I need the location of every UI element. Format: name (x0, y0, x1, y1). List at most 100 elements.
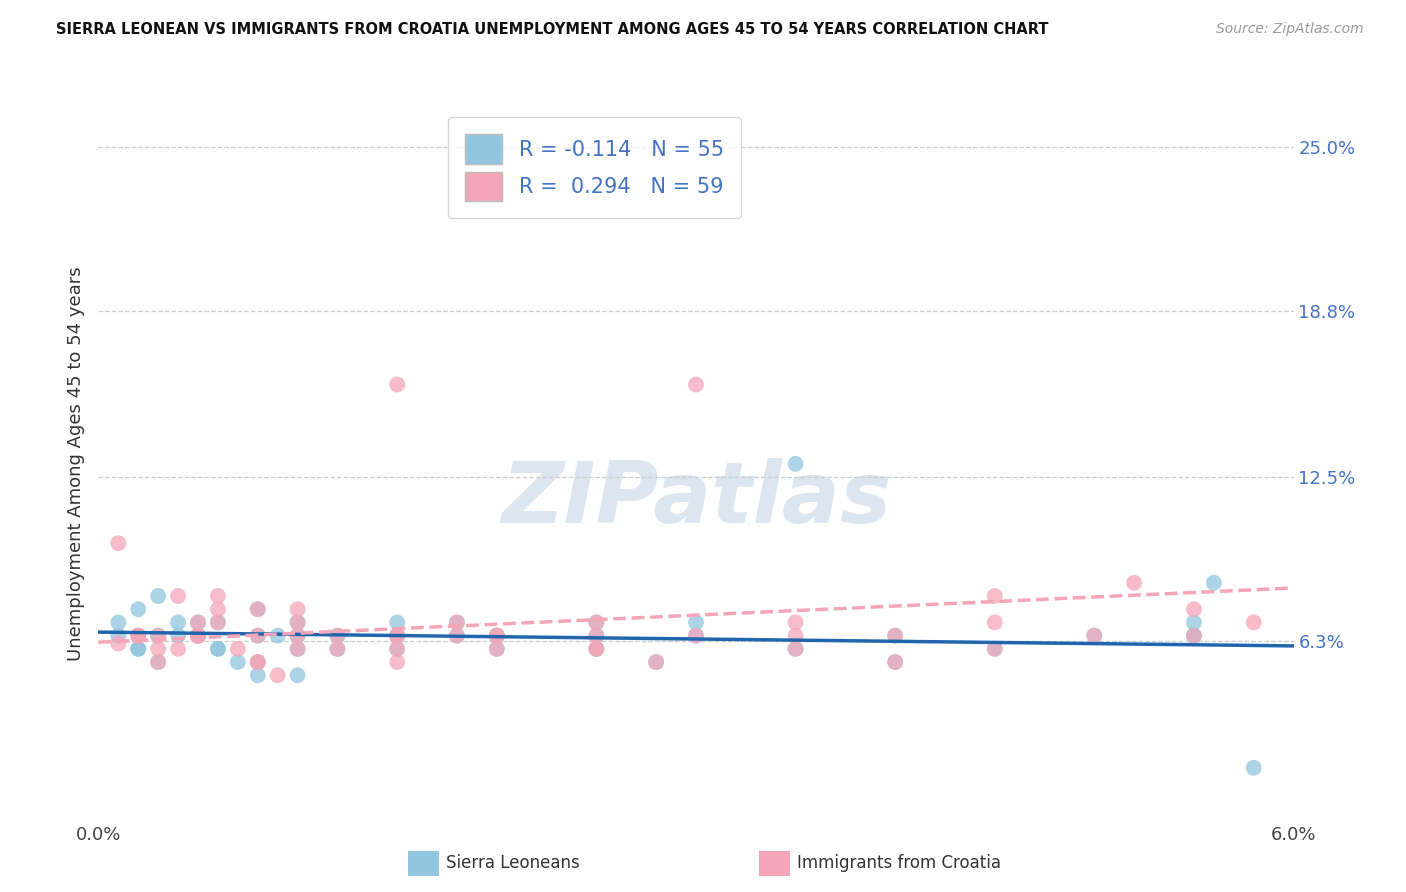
Point (785, 629, 807, 643)
Point (685, 377, 707, 392)
Point (1083, 629, 1105, 643)
Point (485, 641, 508, 656)
Point (485, 629, 508, 643)
Point (246, 655, 269, 669)
Point (287, 668, 309, 682)
Point (148, 589, 170, 603)
Point (485, 629, 508, 643)
Point (1123, 575, 1146, 590)
Point (246, 655, 269, 669)
Point (385, 629, 409, 643)
Point (385, 655, 409, 669)
Point (785, 457, 807, 471)
Point (167, 615, 190, 630)
Point (107, 615, 129, 630)
Point (207, 589, 229, 603)
Point (785, 615, 807, 630)
Point (385, 641, 409, 656)
Point (187, 629, 209, 643)
Point (148, 629, 170, 643)
Point (446, 615, 468, 630)
Point (207, 615, 229, 630)
Point (645, 655, 668, 669)
Point (785, 641, 807, 656)
Point (1182, 615, 1205, 630)
Point (585, 641, 607, 656)
Point (645, 655, 668, 669)
Point (585, 641, 607, 656)
Point (326, 641, 349, 656)
Point (107, 536, 129, 550)
Point (385, 629, 409, 643)
Point (148, 641, 170, 656)
Point (884, 629, 907, 643)
Point (287, 641, 309, 656)
Point (385, 377, 409, 392)
Point (685, 615, 707, 630)
Point (127, 629, 149, 643)
Point (385, 641, 409, 656)
Point (884, 629, 907, 643)
Point (287, 615, 309, 630)
Point (1182, 629, 1205, 643)
Point (585, 615, 607, 630)
Point (226, 655, 249, 669)
Point (485, 629, 508, 643)
Point (385, 629, 409, 643)
Point (127, 629, 149, 643)
Text: Source: ZipAtlas.com: Source: ZipAtlas.com (1216, 22, 1364, 37)
Point (187, 629, 209, 643)
Point (167, 589, 190, 603)
Legend: R = -0.114   N = 55, R =  0.294   N = 59: R = -0.114 N = 55, R = 0.294 N = 59 (449, 118, 741, 218)
Point (287, 629, 309, 643)
Point (207, 615, 229, 630)
Point (148, 629, 170, 643)
Point (226, 641, 249, 656)
Point (287, 641, 309, 656)
Point (983, 641, 1005, 656)
Point (585, 629, 607, 643)
Point (983, 615, 1005, 630)
Point (167, 629, 190, 643)
Point (446, 615, 468, 630)
Text: Sierra Leoneans: Sierra Leoneans (446, 855, 579, 872)
Point (1202, 575, 1225, 590)
Point (1243, 761, 1265, 775)
Point (983, 641, 1005, 656)
Text: SIERRA LEONEAN VS IMMIGRANTS FROM CROATIA UNEMPLOYMENT AMONG AGES 45 TO 54 YEARS: SIERRA LEONEAN VS IMMIGRANTS FROM CROATI… (56, 22, 1049, 37)
Point (267, 629, 290, 643)
Point (287, 615, 309, 630)
Point (585, 641, 607, 656)
Point (1083, 629, 1105, 643)
Y-axis label: Unemployment Among Ages 45 to 54 years: Unemployment Among Ages 45 to 54 years (66, 267, 84, 661)
Point (884, 655, 907, 669)
Point (246, 602, 269, 616)
Point (187, 615, 209, 630)
Point (585, 629, 607, 643)
Point (1182, 602, 1205, 616)
Point (127, 641, 149, 656)
Point (148, 655, 170, 669)
Point (1243, 615, 1265, 630)
Point (685, 629, 707, 643)
Text: ZIPatlas: ZIPatlas (501, 458, 891, 541)
Point (287, 602, 309, 616)
Point (446, 629, 468, 643)
Point (1182, 629, 1205, 643)
Point (385, 615, 409, 630)
Point (585, 615, 607, 630)
Point (127, 629, 149, 643)
Point (246, 602, 269, 616)
Point (148, 655, 170, 669)
Point (267, 668, 290, 682)
Point (127, 602, 149, 616)
Point (385, 629, 409, 643)
Point (107, 629, 129, 643)
Point (1182, 629, 1205, 643)
Point (187, 615, 209, 630)
Point (785, 641, 807, 656)
Point (884, 655, 907, 669)
Point (187, 629, 209, 643)
Point (326, 629, 349, 643)
Point (187, 629, 209, 643)
